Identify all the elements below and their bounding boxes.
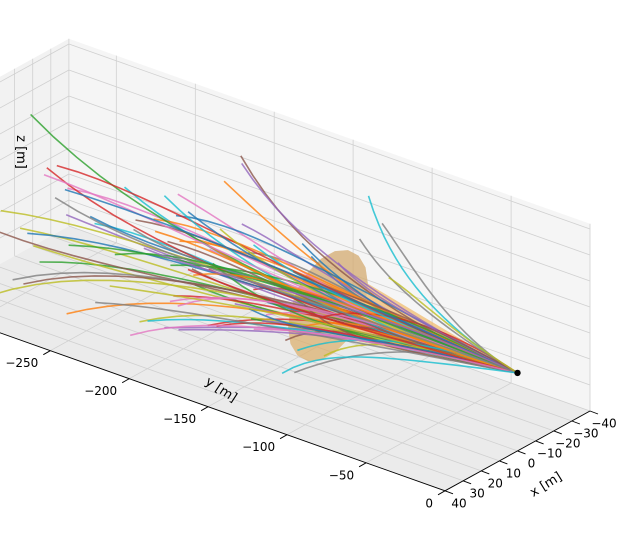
grid-line [0,315,464,482]
trajectory-line [64,188,518,374]
x-tick-label: −30 [573,427,598,441]
x-tick-label: 30 [469,486,484,500]
y-tick-mark [437,490,446,496]
y-tick-label: 0 [425,496,433,510]
trajectory-line [114,252,518,374]
grid-line [0,69,70,109]
grid-line [0,299,482,472]
tick-labels: 403020100−10−20−30−400−50−100−150−200−25… [5,350,617,510]
x-tick-label: 0 [528,456,536,470]
grid-line [68,147,591,334]
y-tick-mark [279,434,288,440]
x-tick-mark [462,480,472,485]
y-tick-label: −250 [5,356,38,370]
x-axis-label: x [m] [527,469,564,500]
x-tick-mark [535,440,544,445]
grid-line [0,147,70,187]
grid-line [68,95,591,282]
grid-line [0,121,70,161]
grid-line [0,266,518,452]
y-tick-label: −100 [242,440,275,454]
x-tick-mark [553,430,562,435]
grid-line [0,283,500,462]
y-tick-label: −200 [84,384,117,398]
grid-line [68,43,591,230]
trajectory-line [153,218,518,374]
side-pane [68,38,590,412]
grid-line [68,121,591,308]
y-tick-mark [43,350,51,356]
x-tick-label: 10 [506,466,521,480]
y-tick-label: −50 [329,468,354,482]
trajectory-line [281,356,518,375]
y-tick-mark [121,378,130,384]
x-tick-label: −20 [555,436,580,450]
x-tick-mark [481,470,490,475]
origin-marker [514,369,521,377]
grid-line [0,43,70,83]
trajectory-line [388,276,518,374]
x-tick-mark [444,490,454,495]
origin-marker-group [514,369,521,377]
trajectory-line [143,247,518,374]
x-tick-mark [589,410,599,415]
x-tick-mark [499,460,508,465]
z-axis-label: z [m] [13,135,28,169]
y-axis-line [0,332,446,492]
grid-line [0,95,70,135]
grid-line [0,173,70,213]
x-tick-mark [571,420,581,425]
trajectory-line [54,197,518,374]
x-tick-label: −40 [591,417,616,431]
y-tick-mark [200,406,209,412]
trajectory-line [358,238,518,374]
y-tick-label: −150 [163,412,196,426]
back-pane [0,38,69,264]
grid-line [14,255,536,442]
x-tick-label: 20 [488,476,503,490]
trajectory-lines [0,113,518,375]
trajectory-line [130,324,518,374]
x-tick-label: −10 [537,446,562,460]
grid-line [0,199,70,239]
trajectory-line [68,244,518,374]
trajectory-line [292,270,518,374]
x-tick-mark [517,450,526,455]
grid-line [68,69,591,256]
y-tick-mark [358,462,367,468]
x-tick-label: 40 [451,496,466,510]
trajectory-line [187,268,518,374]
